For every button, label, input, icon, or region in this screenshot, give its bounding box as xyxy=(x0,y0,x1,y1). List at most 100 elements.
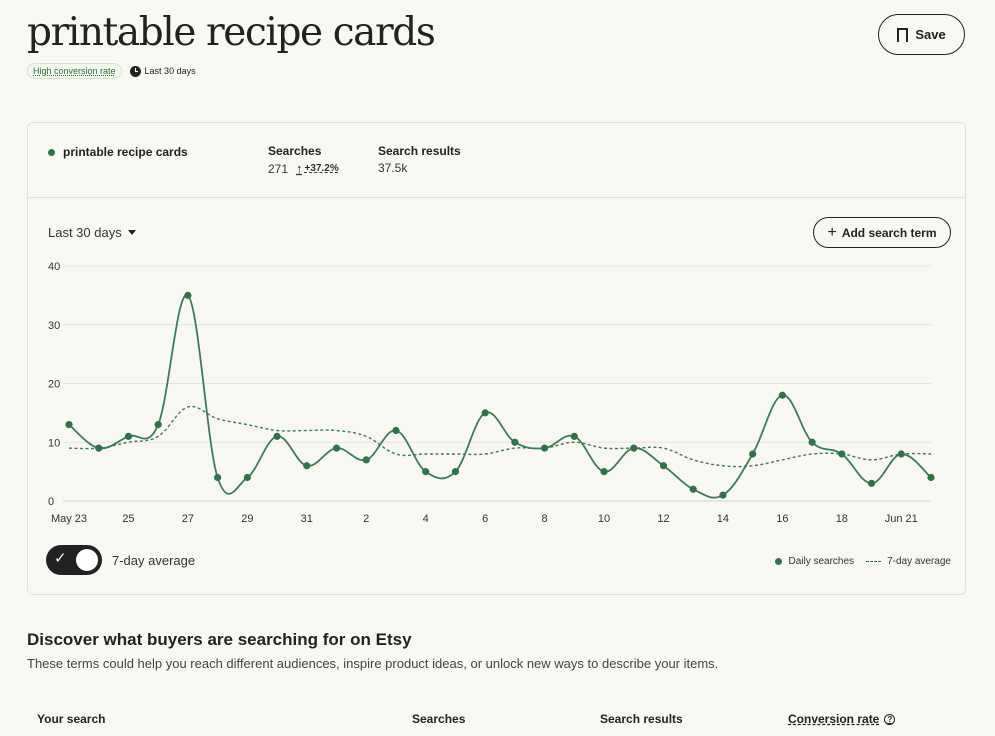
x-tick-label: 27 xyxy=(182,513,194,525)
results-stat: Search results 37.5k xyxy=(378,144,461,175)
data-point xyxy=(124,432,133,440)
data-point xyxy=(778,391,786,399)
x-tick-label: 12 xyxy=(657,513,669,525)
check-icon: ✓ xyxy=(54,550,67,567)
searches-line-chart: 0 10 20 30 40 May 23 25 27 29 31 2 4 6 8 10 12 14 16 18 Jun… xyxy=(48,261,935,525)
toggle-knob xyxy=(76,549,98,571)
data-point xyxy=(243,473,251,482)
data-point xyxy=(838,450,846,458)
average-toggle[interactable]: ✓ xyxy=(46,545,102,575)
legend-dot-icon xyxy=(775,558,783,565)
searches-value: 271 xyxy=(268,161,289,176)
data-point xyxy=(184,291,192,299)
change-value: +37.2% xyxy=(304,163,339,174)
y-tick-label: 20 xyxy=(48,379,60,391)
save-button[interactable]: Save xyxy=(878,14,965,55)
x-tick-label: 6 xyxy=(482,513,488,525)
results-value: 37.5k xyxy=(378,161,408,175)
legend-average-label: 7-day average xyxy=(887,556,951,567)
data-point xyxy=(659,462,668,470)
x-tick-label: 25 xyxy=(122,513,134,525)
series-dot-icon xyxy=(48,148,55,156)
meta-row: High conversion rate Last 30 days xyxy=(27,63,196,79)
discover-description: These terms could help you reach differe… xyxy=(27,656,719,671)
x-tick-label: 10 xyxy=(598,513,610,525)
data-point xyxy=(154,421,162,429)
data-point xyxy=(927,473,935,482)
data-point xyxy=(867,479,876,487)
x-tick-label: 29 xyxy=(241,513,253,525)
plus-icon: + xyxy=(827,223,837,241)
y-tick-label: 30 xyxy=(48,320,60,332)
data-point xyxy=(273,432,281,440)
page-title: printable recipe cards xyxy=(27,10,436,55)
data-point xyxy=(540,444,549,452)
toggle-label: 7-day average xyxy=(112,552,196,568)
x-tick-label: 4 xyxy=(423,513,429,525)
legend-average: 7-day average xyxy=(866,556,951,567)
data-point xyxy=(600,468,608,476)
data-point xyxy=(362,456,370,464)
x-tick-label: 2 xyxy=(363,513,369,525)
chart-legend: Daily searches 7-day average xyxy=(775,556,951,567)
y-tick-label: 40 xyxy=(48,261,60,273)
x-tick-label: 18 xyxy=(836,513,848,525)
legend-daily-label: Daily searches xyxy=(788,556,855,567)
col-conversion-rate[interactable]: Conversion rate ? xyxy=(788,712,896,726)
arrow-up-icon: ↑ xyxy=(296,161,303,176)
x-tick-label: 14 xyxy=(717,513,729,525)
data-point xyxy=(65,421,73,429)
data-point xyxy=(570,432,578,440)
data-point xyxy=(630,444,638,452)
legend-dash-icon xyxy=(866,561,882,562)
col-searches[interactable]: Searches xyxy=(412,712,466,726)
discover-title: Discover what buyers are searching for o… xyxy=(27,630,412,649)
bookmark-icon xyxy=(897,27,909,44)
trend-card: printable recipe cards Searches 271 ↑ +3… xyxy=(27,122,966,595)
average-toggle-row: ✓ 7-day average xyxy=(46,545,195,575)
add-search-term-button[interactable]: + Add search term xyxy=(813,217,951,248)
x-tick-label: May 23 xyxy=(51,513,87,525)
data-point xyxy=(808,438,816,446)
summary-header: printable recipe cards Searches 271 ↑ +3… xyxy=(28,123,965,198)
y-tick-label: 10 xyxy=(48,437,60,449)
date-range-select[interactable]: Last 30 days xyxy=(48,225,136,240)
clock-icon xyxy=(129,65,141,77)
x-tick-label: 31 xyxy=(301,513,313,525)
term-legend: printable recipe cards xyxy=(48,145,188,159)
searches-stat: Searches 271 ↑ +37.2% xyxy=(268,144,339,176)
conversion-badge[interactable]: High conversion rate xyxy=(27,63,122,79)
help-icon[interactable]: ? xyxy=(884,713,896,725)
col-your-search[interactable]: Your search xyxy=(37,712,106,726)
data-point xyxy=(332,444,341,452)
x-tick-label: 16 xyxy=(776,513,788,525)
data-point xyxy=(422,468,430,476)
add-term-label: Add search term xyxy=(841,225,937,240)
searches-change[interactable]: ↑ +37.2% xyxy=(296,161,339,176)
range-label: Last 30 days xyxy=(48,225,122,240)
results-label: Search results xyxy=(378,144,461,158)
caret-down-icon xyxy=(127,230,136,235)
col-search-results[interactable]: Search results xyxy=(600,712,683,726)
period-label: Last 30 days xyxy=(144,66,196,76)
series-line-7-day-average xyxy=(68,405,932,468)
x-tick-label: 8 xyxy=(542,513,548,525)
x-tick-label: Jun 21 xyxy=(885,513,918,525)
data-point xyxy=(719,491,727,499)
period-indicator: Last 30 days xyxy=(129,65,196,77)
y-tick-label: 0 xyxy=(48,496,54,508)
save-label: Save xyxy=(915,27,946,42)
conversion-rate-label: Conversion rate xyxy=(788,712,880,726)
data-point xyxy=(897,450,905,458)
data-point xyxy=(95,444,103,452)
legend-daily: Daily searches xyxy=(775,556,854,567)
searches-label: Searches xyxy=(268,144,322,158)
data-point xyxy=(511,438,519,446)
data-point xyxy=(303,462,311,470)
data-point xyxy=(214,473,222,482)
data-point xyxy=(392,426,400,435)
term-name: printable recipe cards xyxy=(63,145,188,159)
data-point xyxy=(481,409,489,417)
data-point xyxy=(749,450,757,458)
data-point xyxy=(451,468,460,476)
